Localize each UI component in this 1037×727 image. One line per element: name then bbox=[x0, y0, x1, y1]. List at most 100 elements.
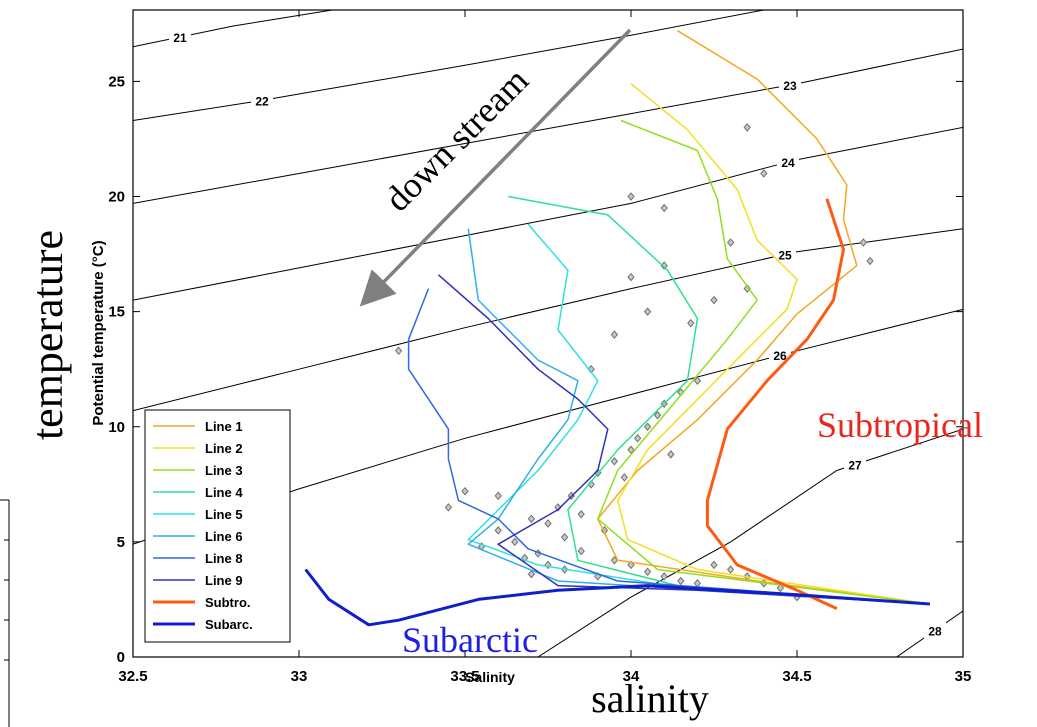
scatter-point bbox=[633, 433, 642, 443]
contour-label-bg bbox=[779, 76, 801, 93]
scatter-point bbox=[620, 473, 629, 482]
y-tick-label: 25 bbox=[108, 73, 125, 90]
scatter-point bbox=[643, 567, 652, 577]
contour-label: 22 bbox=[255, 94, 269, 108]
contour-label-bg bbox=[251, 92, 273, 109]
density-contour bbox=[133, 10, 764, 121]
annotation: Subtropical bbox=[817, 405, 983, 445]
scatter-point bbox=[627, 445, 635, 455]
scatter-point bbox=[677, 576, 685, 586]
scatter-point bbox=[726, 238, 735, 247]
scatter-point bbox=[544, 519, 552, 528]
y-tick-label: 10 bbox=[108, 419, 125, 436]
scatter-point bbox=[577, 546, 585, 556]
scatter-point bbox=[494, 526, 502, 535]
plot-area: 21 22 23 24 25 26 27 28 bbox=[133, 10, 963, 657]
x-tick-label: 35 bbox=[955, 668, 972, 685]
series-line bbox=[304, 568, 930, 627]
contour-label-bg bbox=[774, 246, 796, 263]
contour-label: 27 bbox=[848, 459, 862, 473]
scatter-point bbox=[776, 583, 785, 593]
x-axis-label: Salinity bbox=[465, 669, 515, 685]
series-line bbox=[467, 223, 930, 605]
x-tick-label: 33.5 bbox=[450, 668, 479, 685]
scatter-point bbox=[527, 569, 536, 579]
x-tick-label: 32.5 bbox=[118, 668, 147, 685]
x-tick-label: 34 bbox=[623, 668, 640, 685]
contour-label: 28 bbox=[928, 624, 942, 638]
contour-label-bg bbox=[169, 29, 191, 46]
legend-label: Line 1 bbox=[205, 419, 243, 434]
annotation: Subarctic bbox=[402, 620, 538, 660]
contour-label: 21 bbox=[173, 31, 187, 45]
y-tick-label: 0 bbox=[117, 649, 125, 666]
y-tick-label: 20 bbox=[108, 189, 125, 206]
plot-frame bbox=[132, 9, 964, 658]
contour-label-bg bbox=[844, 456, 866, 473]
y-axis-label: Potential temperature (°C) bbox=[90, 240, 107, 425]
scatter-point bbox=[710, 560, 718, 570]
scatter-point bbox=[521, 553, 529, 563]
scatter-point bbox=[667, 450, 675, 459]
scatter-point bbox=[743, 123, 751, 132]
legend-label: Line 4 bbox=[205, 485, 243, 500]
legend: Line 1 Line 2 Line 3 Line 4 Line 5 Line 6 Line… bbox=[144, 409, 291, 643]
y-tick-label: 5 bbox=[117, 534, 125, 551]
scatter-point bbox=[859, 238, 868, 247]
density-contour bbox=[537, 428, 963, 657]
scatter-point bbox=[660, 203, 668, 213]
legend-label: Subarc. bbox=[205, 617, 253, 632]
scatter-point bbox=[760, 169, 768, 178]
series-line bbox=[705, 198, 845, 610]
legend-label: Line 9 bbox=[205, 573, 243, 588]
scatter-point bbox=[653, 410, 662, 420]
scatter-point bbox=[627, 560, 635, 570]
legend-label: Line 3 bbox=[205, 463, 243, 478]
scatter-point bbox=[527, 514, 536, 524]
partial-axis bbox=[0, 499, 10, 727]
scatter-point bbox=[693, 579, 702, 588]
scatter-point bbox=[444, 503, 453, 512]
contour-label: 25 bbox=[778, 248, 792, 262]
scatter-point bbox=[577, 509, 585, 519]
contour-label-bg bbox=[777, 154, 799, 171]
scatter-point bbox=[743, 284, 751, 293]
contour-label: 26 bbox=[773, 349, 787, 363]
series-line bbox=[467, 228, 930, 605]
legend-label: Line 5 bbox=[205, 507, 243, 522]
scatter-point bbox=[726, 565, 735, 574]
contour-label: 24 bbox=[781, 156, 795, 170]
density-contour bbox=[133, 228, 963, 412]
scatter-point bbox=[643, 422, 652, 432]
contour-label: 23 bbox=[783, 79, 797, 93]
series-line bbox=[508, 195, 930, 605]
series-line bbox=[407, 288, 930, 605]
series-line bbox=[597, 119, 930, 605]
annotation: salinity bbox=[591, 676, 709, 721]
scatter-point bbox=[461, 486, 469, 496]
legend-label: Subtro. bbox=[205, 595, 251, 610]
legend-label: Line 6 bbox=[205, 529, 243, 544]
scatter-point bbox=[627, 272, 635, 282]
contour-label-bg bbox=[769, 347, 791, 364]
downstream-arrow bbox=[359, 28, 632, 307]
legend-label: Line 8 bbox=[205, 551, 243, 566]
annotation: down stream bbox=[377, 60, 536, 219]
x-tick-label: 34.5 bbox=[782, 668, 811, 685]
scatter-point bbox=[494, 491, 502, 501]
series-line bbox=[616, 83, 930, 605]
density-contour bbox=[133, 126, 963, 301]
scatter-point bbox=[866, 256, 874, 266]
scatter-point bbox=[627, 192, 635, 201]
scatter-point bbox=[687, 318, 695, 328]
x-tick-label: 33 bbox=[291, 668, 308, 685]
scatter-point bbox=[610, 457, 619, 466]
legend-label: Line 2 bbox=[205, 441, 243, 456]
density-contour bbox=[133, 10, 333, 48]
contour-label-bg bbox=[924, 622, 946, 639]
scatter-point bbox=[394, 346, 403, 356]
scatter-point bbox=[560, 533, 569, 542]
scatter-point bbox=[643, 307, 652, 316]
scatter-point bbox=[511, 537, 519, 547]
